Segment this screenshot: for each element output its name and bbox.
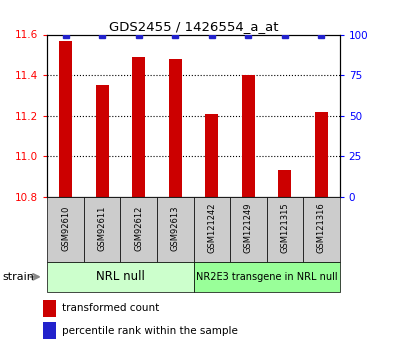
Text: GSM92611: GSM92611: [98, 205, 107, 251]
Text: percentile rank within the sample: percentile rank within the sample: [62, 326, 238, 336]
Bar: [194, 197, 230, 262]
Bar: [47, 197, 84, 262]
Bar: [43, 322, 56, 339]
Bar: [59, 41, 72, 197]
Text: GSM92610: GSM92610: [61, 205, 70, 251]
Bar: [230, 197, 267, 262]
Text: GSM92612: GSM92612: [134, 205, 143, 251]
Text: GSM121242: GSM121242: [207, 203, 216, 253]
Bar: [169, 59, 182, 197]
Bar: [194, 262, 340, 292]
Bar: [132, 57, 145, 197]
Text: GSM121249: GSM121249: [244, 203, 253, 253]
Bar: [315, 111, 328, 197]
Bar: [84, 197, 120, 262]
Text: NRL null: NRL null: [96, 270, 145, 283]
Bar: [96, 85, 109, 197]
Bar: [120, 197, 157, 262]
Bar: [242, 75, 255, 197]
Bar: [157, 197, 194, 262]
Bar: [278, 170, 291, 197]
Bar: [267, 197, 303, 262]
Bar: [303, 197, 340, 262]
Text: GSM121315: GSM121315: [280, 203, 290, 254]
Text: strain: strain: [2, 272, 34, 282]
Text: GSM121316: GSM121316: [317, 203, 326, 254]
Bar: [47, 262, 194, 292]
Bar: [205, 114, 218, 197]
Text: GSM92613: GSM92613: [171, 205, 180, 251]
Bar: [43, 300, 56, 317]
Text: transformed count: transformed count: [62, 303, 159, 313]
Text: NR2E3 transgene in NRL null: NR2E3 transgene in NRL null: [196, 272, 337, 282]
Title: GDS2455 / 1426554_a_at: GDS2455 / 1426554_a_at: [109, 20, 278, 33]
